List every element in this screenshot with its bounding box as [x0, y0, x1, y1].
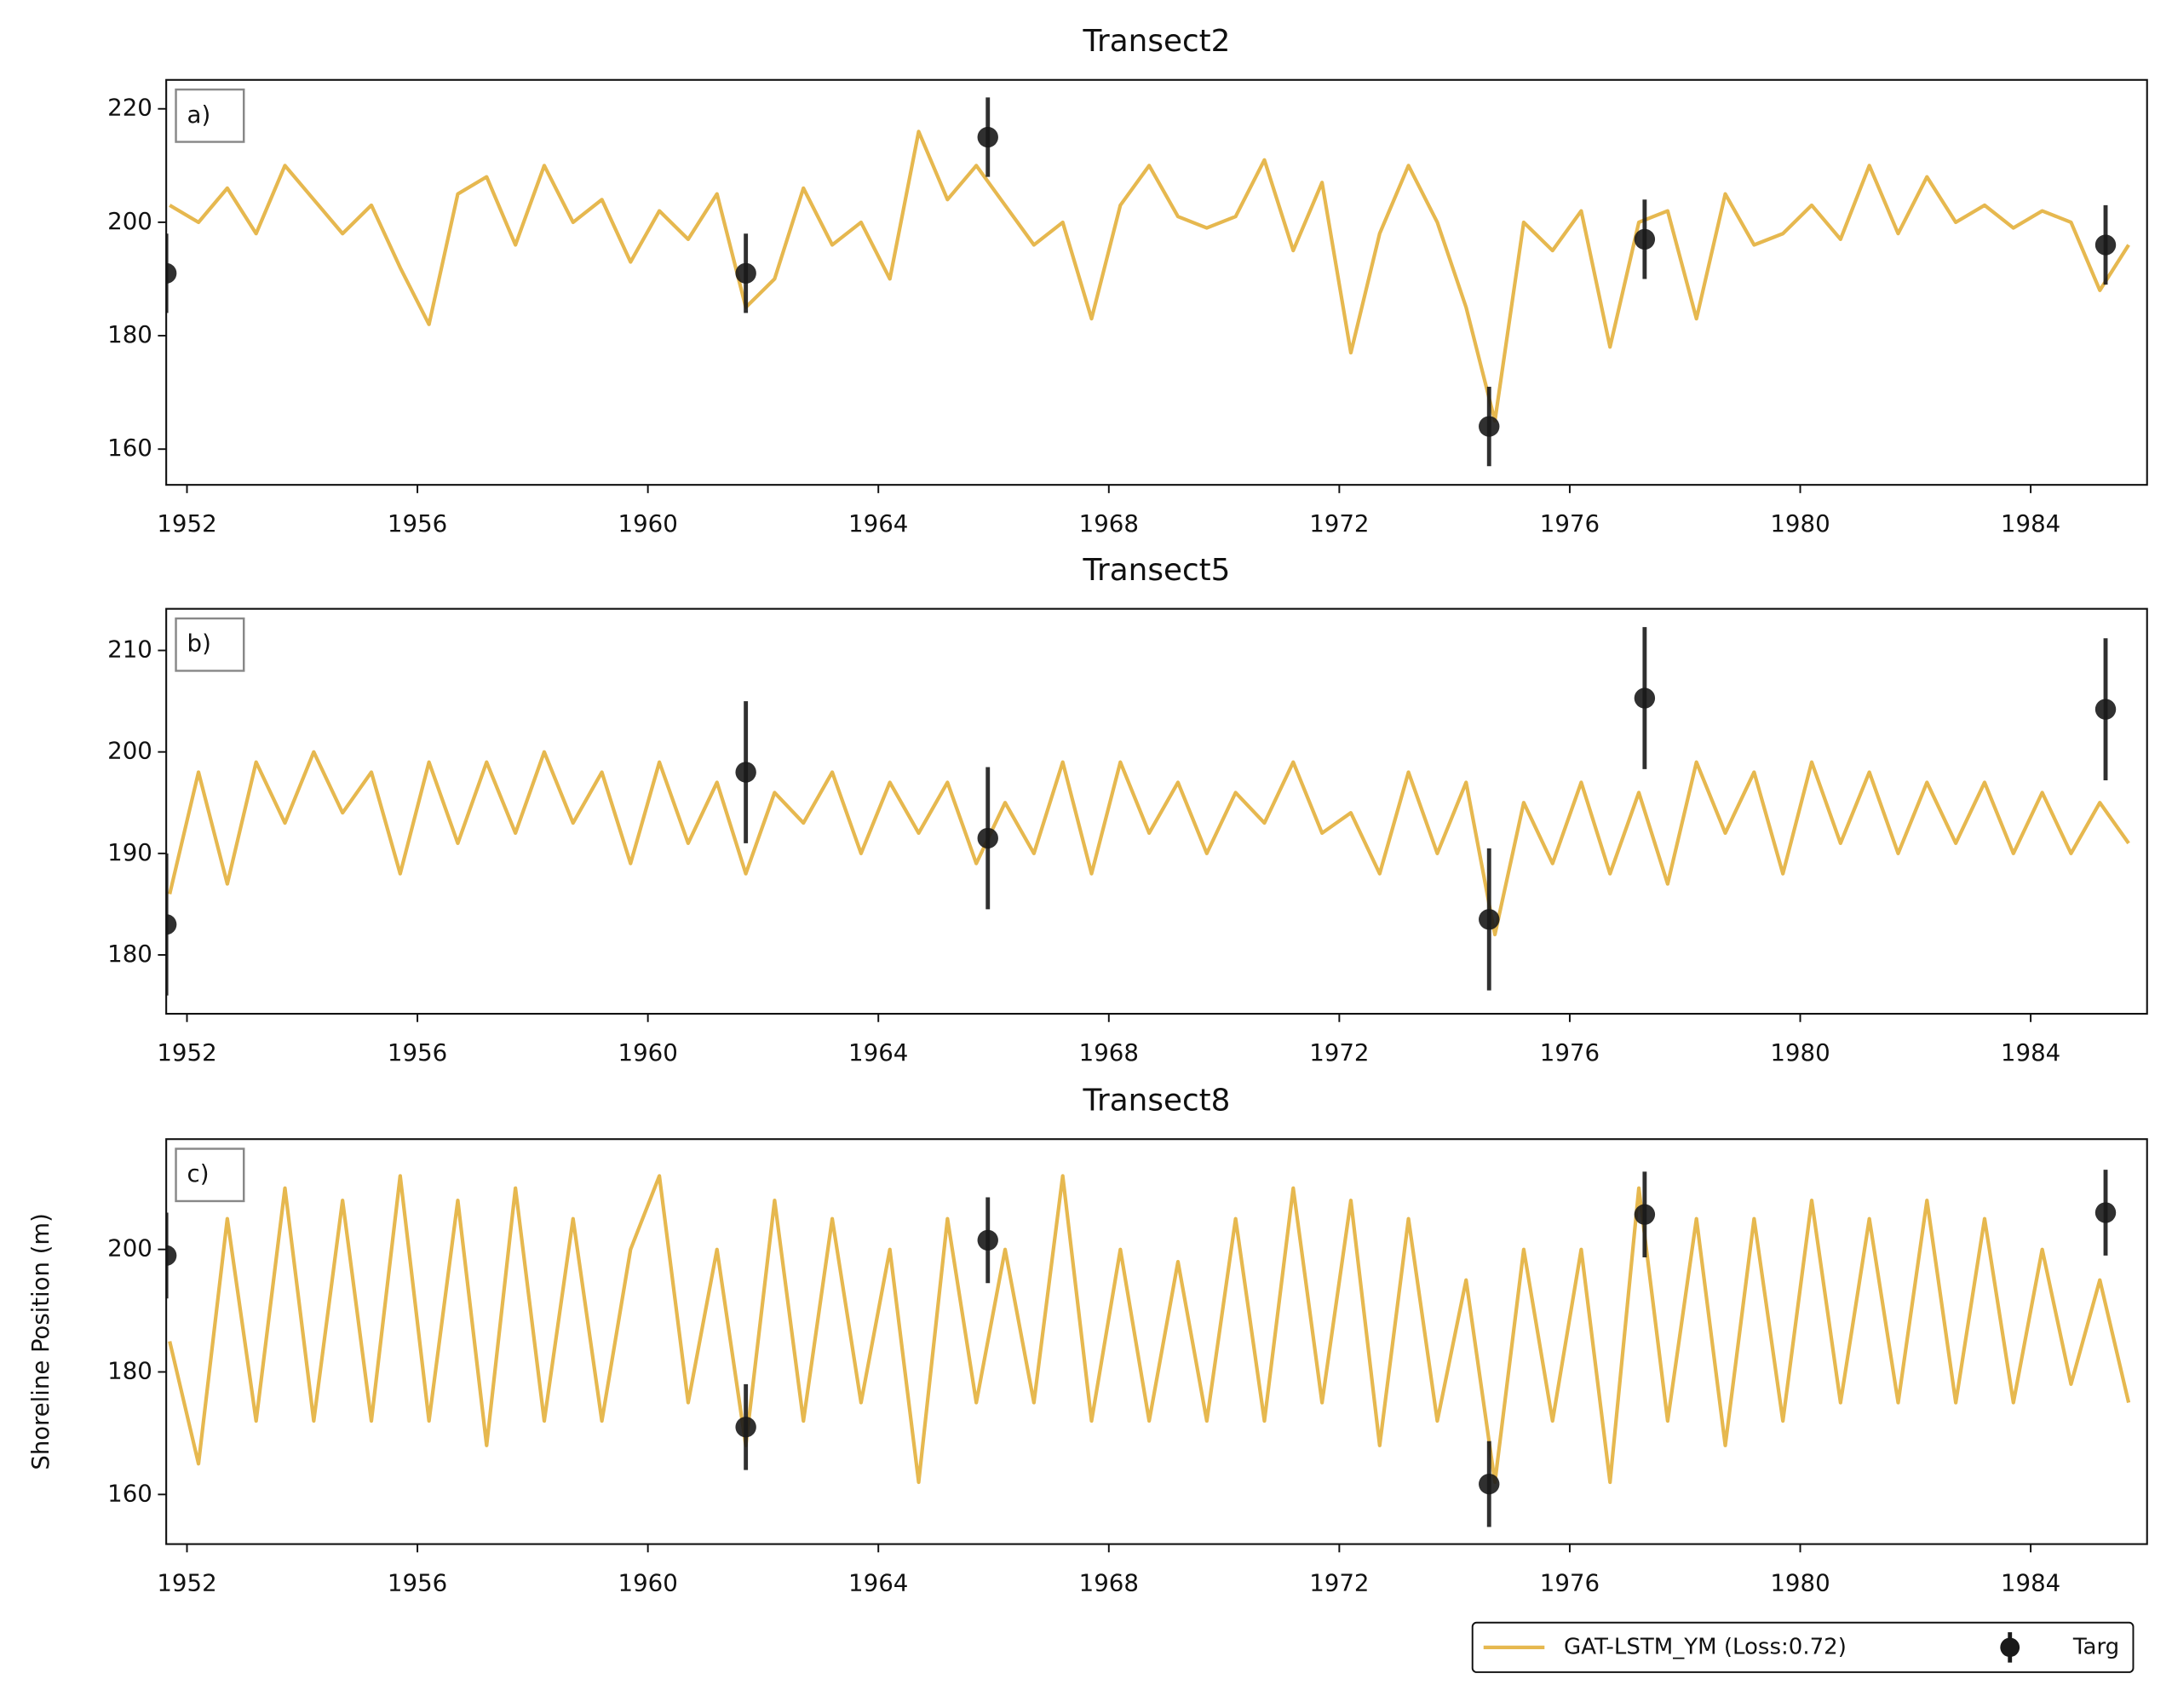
target-point [1479, 416, 1500, 437]
plot-area [166, 627, 2130, 996]
target-point [735, 762, 756, 783]
target-point [977, 126, 998, 148]
x-tick-label: 1956 [388, 1570, 447, 1597]
target-point [1479, 909, 1500, 930]
x-tick-label: 1964 [848, 1570, 908, 1597]
legend-box [1471, 1621, 2135, 1673]
y-tick-label: 190 [107, 839, 152, 866]
x-tick-label: 1968 [1079, 1570, 1139, 1597]
x-tick-label: 1952 [157, 1570, 216, 1597]
x-tick-label: 1952 [157, 510, 216, 538]
panel-label-box [175, 1147, 245, 1203]
series-line [168, 1174, 2131, 1485]
panel-label: b) [187, 630, 211, 658]
axes-frame [165, 1138, 2148, 1545]
target-point [1634, 228, 1656, 250]
y-tick-label: 200 [107, 208, 152, 235]
target-point [1479, 1473, 1500, 1495]
y-tick-label: 180 [107, 1358, 152, 1385]
target-point [1634, 1204, 1656, 1225]
panel-label-box [175, 88, 245, 143]
x-tick-label: 1972 [1309, 1039, 1369, 1067]
chart-title: Transect8 [1082, 1084, 1230, 1119]
target-point [2094, 1202, 2117, 1223]
chart-title: Transect2 [1082, 24, 1230, 59]
y-tick-label: 220 [107, 95, 152, 122]
x-tick-label: 1984 [2001, 1570, 2060, 1597]
panel-label: c) [187, 1160, 210, 1188]
x-tick-label: 1968 [1079, 510, 1139, 538]
x-tick-label: 1960 [618, 1570, 677, 1597]
x-tick-label: 1956 [388, 1039, 447, 1067]
y-axis-label: Shoreline Position (m) [27, 1213, 55, 1469]
x-tick-label: 1976 [1540, 1570, 1600, 1597]
x-tick-label: 1968 [1079, 1039, 1139, 1067]
x-tick-label: 1972 [1309, 1570, 1369, 1597]
axes-frame [165, 607, 2148, 1015]
x-tick-label: 1984 [2001, 1039, 2060, 1067]
y-tick-label: 180 [107, 940, 152, 968]
y-tick-label: 200 [107, 738, 152, 765]
x-tick-label: 1972 [1309, 510, 1369, 538]
panel-label-box [175, 617, 245, 672]
target-point [2094, 699, 2117, 720]
x-tick-label: 1976 [1540, 1039, 1600, 1067]
target-point [735, 262, 756, 284]
series-line [168, 750, 2130, 937]
series-line [169, 129, 2130, 423]
target-point [735, 1417, 756, 1438]
y-tick-label: 200 [107, 1235, 152, 1262]
y-tick-label: 210 [107, 636, 152, 664]
x-tick-label: 1976 [1540, 510, 1600, 538]
x-tick-label: 1980 [1770, 1570, 1830, 1597]
target-point [977, 1229, 998, 1251]
legend-label: GAT-LSTM_YM (Loss:0.72) [1564, 1634, 1847, 1659]
x-tick-label: 1956 [388, 510, 447, 538]
x-tick-label: 1960 [618, 510, 677, 538]
target-point [166, 1245, 177, 1266]
x-tick-label: 1984 [2001, 510, 2060, 538]
target-point [977, 827, 998, 849]
target-point [166, 914, 177, 935]
y-tick-label: 160 [107, 434, 152, 462]
axes-frame [165, 78, 2148, 486]
plot-area [166, 1170, 2131, 1527]
x-tick-label: 1952 [157, 1039, 216, 1067]
chart-title: Transect5 [1082, 553, 1230, 588]
legend-label: Targ [2072, 1634, 2119, 1659]
panel-label: a) [187, 101, 211, 129]
target-point [166, 262, 177, 284]
x-tick-label: 1964 [848, 1039, 908, 1067]
x-tick-label: 1960 [618, 1039, 677, 1067]
target-point [1634, 687, 1656, 709]
y-tick-label: 160 [107, 1480, 152, 1507]
x-tick-label: 1980 [1770, 510, 1830, 538]
x-tick-label: 1980 [1770, 1039, 1830, 1067]
target-point [2094, 234, 2117, 256]
y-tick-label: 180 [107, 321, 152, 348]
plot-area [166, 97, 2130, 467]
legend-marker [2000, 1637, 2020, 1658]
x-tick-label: 1964 [848, 510, 908, 538]
